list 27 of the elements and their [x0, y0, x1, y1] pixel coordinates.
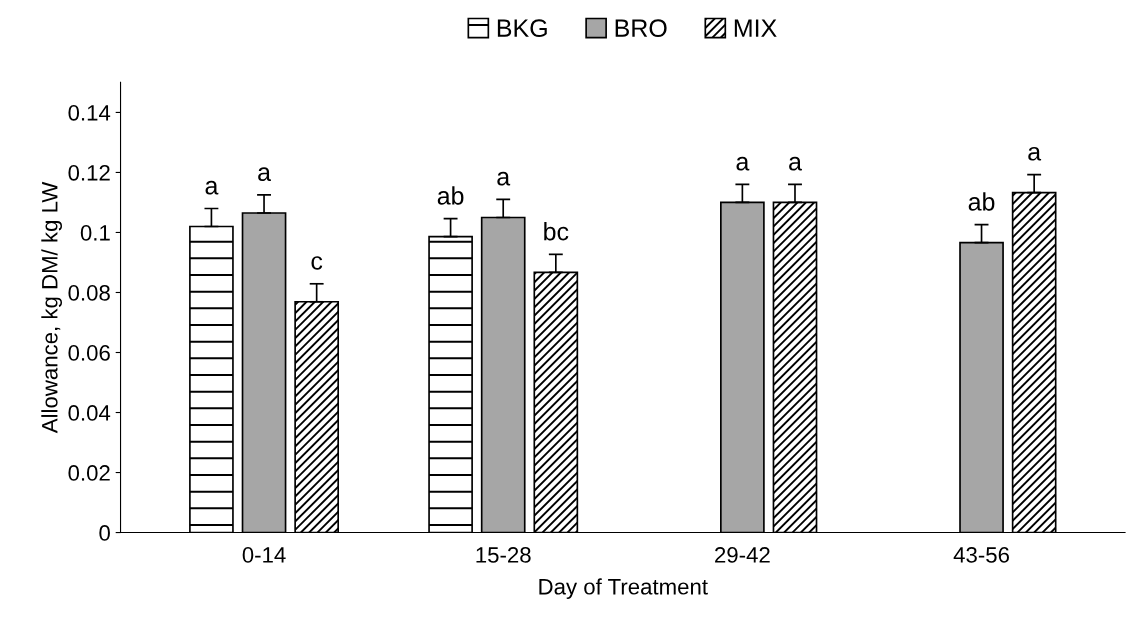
data-label: a — [258, 167, 271, 182]
data-label: a — [1028, 146, 1042, 161]
y-axis-title: Allowance, kg DM/ kg LW — [41, 181, 63, 434]
x-tick-label: 0-14 — [242, 547, 286, 563]
data-label: a — [736, 156, 750, 171]
y-tick-label: 0.12 — [68, 164, 110, 181]
y-tick-label: 0.08 — [68, 285, 110, 301]
data-label: a — [497, 171, 511, 186]
y-tick-label: 0.06 — [68, 345, 110, 361]
x-tick-label: 43-56 — [953, 547, 1009, 563]
y-tick-label: 0.04 — [68, 405, 111, 421]
data-label: bc — [544, 222, 569, 241]
data-label: ab — [437, 186, 464, 205]
y-tick-label: 0.1 — [80, 225, 110, 241]
y-tick-label: 0.14 — [68, 104, 111, 121]
x-axis-title: Day of Treatment — [539, 578, 708, 599]
data-label: a — [789, 156, 802, 171]
x-tick-label: 29-42 — [715, 547, 770, 563]
data-label: a — [205, 180, 219, 195]
legend-label: MIX — [734, 19, 777, 37]
legend-label: BRO — [615, 19, 667, 37]
legend-label: BKG — [497, 19, 547, 37]
data-label: ab — [968, 192, 995, 211]
y-tick-label: 0.02 — [68, 465, 110, 481]
y-tick-label: 0 — [99, 525, 110, 541]
x-tick-label: 15-28 — [476, 547, 531, 563]
data-label: c — [311, 256, 323, 270]
